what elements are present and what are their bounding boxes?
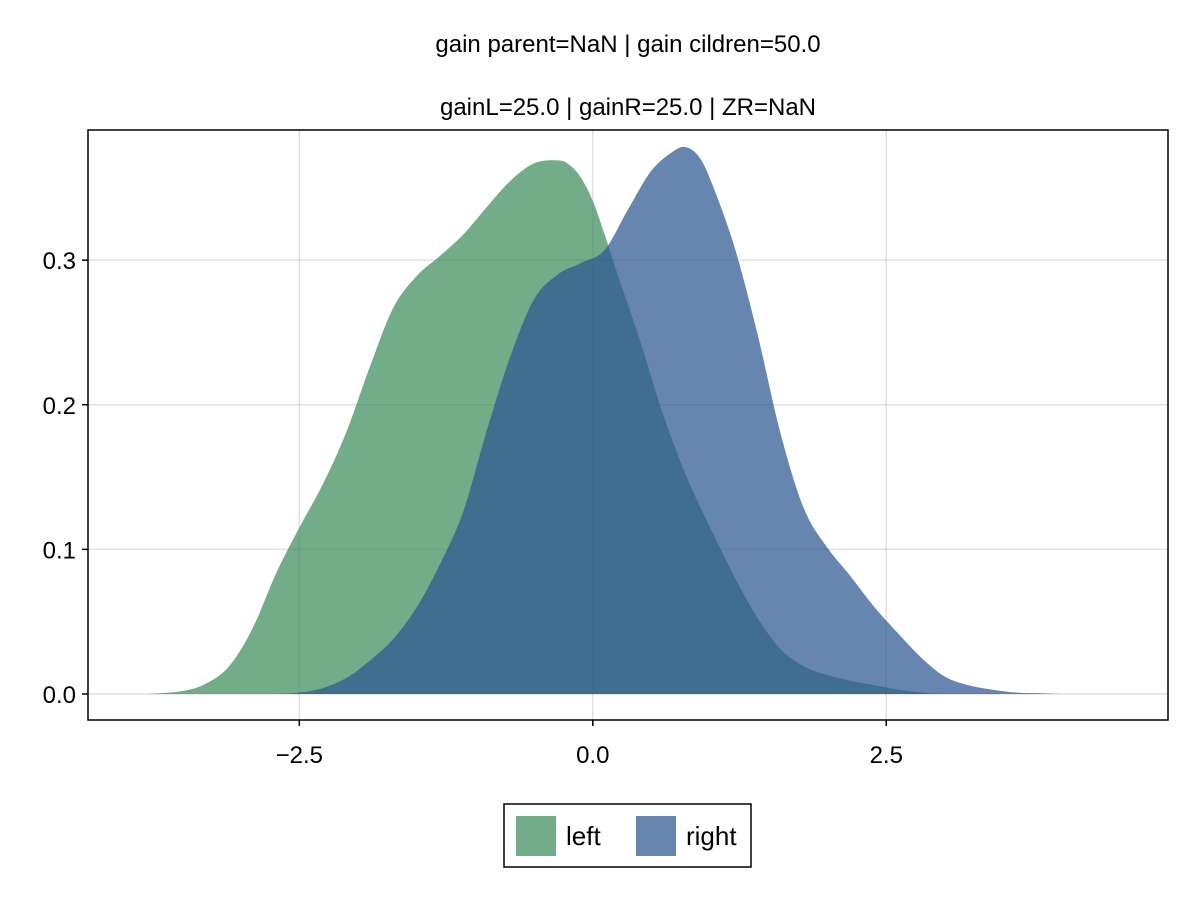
legend-swatch-right	[636, 816, 676, 856]
x-axis-ticks: −2.5 0.0 2.5	[276, 720, 903, 769]
chart-subtitle: gainL=25.0 | gainR=25.0 | ZR=NaN	[440, 94, 816, 121]
plot-frame	[87, 129, 1169, 721]
y-tick-label-2: 0.2	[43, 393, 76, 420]
y-tick-label-0: 0.0	[43, 682, 76, 709]
chart-title: gain parent=NaN | gain cildren=50.0	[435, 31, 820, 58]
density-areas	[146, 146, 1098, 694]
x-tick-label-0: −2.5	[276, 742, 323, 769]
legend-swatch-left	[516, 816, 556, 856]
x-tick-label-2: 2.5	[870, 742, 903, 769]
y-tick-label-3: 0.3	[43, 248, 76, 275]
x-tick-label-1: 0.0	[576, 742, 609, 769]
legend-label-right: right	[686, 821, 737, 851]
y-axis-ticks: 0.0 0.1 0.2 0.3	[43, 248, 88, 709]
legend-label-left: left	[566, 821, 601, 851]
legend: left right	[503, 803, 752, 868]
density-area-right	[228, 146, 1098, 694]
y-tick-label-1: 0.1	[43, 537, 76, 564]
legend-frame	[503, 803, 752, 868]
